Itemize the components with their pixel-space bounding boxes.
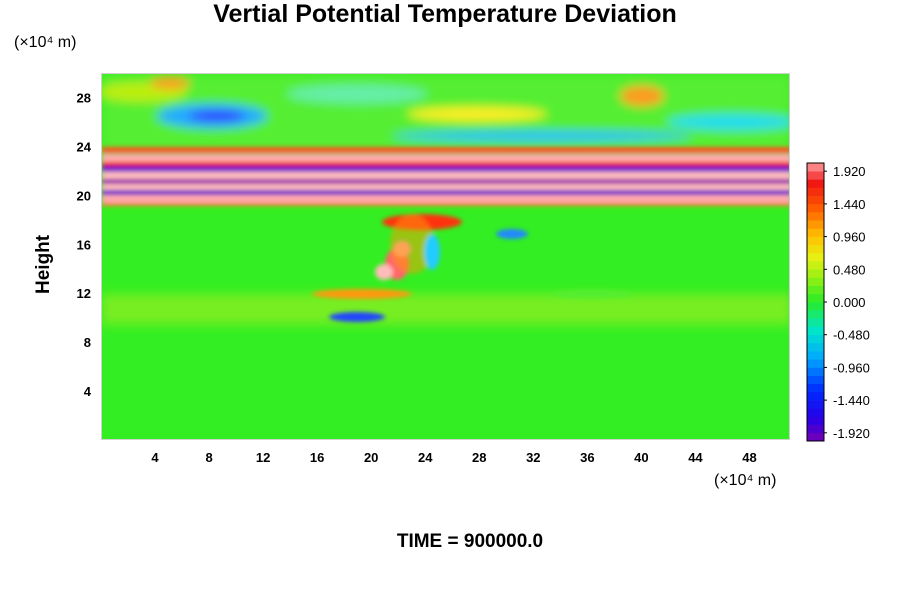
colorbar-level [807,203,824,213]
colorbar-level [807,187,824,197]
y-tick-label: 28 [77,90,91,105]
x-tick-label: 8 [205,450,212,465]
colorbar-level [807,285,824,295]
x-tick-label: 44 [688,450,703,465]
colorbar-label: -1.440 [833,393,870,408]
colorbar-level [807,244,824,254]
colorbar-level [807,334,824,344]
y-tick-label: 20 [77,188,91,203]
colorbar-label: 1.440 [833,197,866,212]
x-tick-label: 12 [256,450,270,465]
x-tick-label: 32 [526,450,540,465]
colorbar-level [807,318,824,327]
y-tick-label: 8 [84,335,91,350]
colorbar-level [807,424,824,434]
y-tick-label: 24 [77,139,92,154]
x-tick-label: 48 [742,450,756,465]
y-tick-label: 16 [77,237,91,252]
colorbar-level [807,236,824,246]
colorbar-level [807,220,824,229]
colorbar-label: -0.960 [833,360,870,375]
heatmap-shapes [102,74,789,439]
colorbar-level [807,432,824,442]
x-tick-label: 16 [310,450,324,465]
x-axis-unit: (×10⁴ m) [714,472,777,489]
colorbar-level [807,310,824,319]
y-tick-label: 12 [77,286,91,301]
y-axis-ticks: 4 8 12 16 20 24 28 [77,90,92,399]
x-tick-label: 24 [418,450,433,465]
colorbar-label: 0.960 [833,230,866,245]
colorbar-level [807,212,824,221]
x-tick-label: 36 [580,450,594,465]
colorbar-level [807,163,824,172]
colorbar-level [807,228,824,237]
colorbar-label: 1.920 [833,164,866,179]
colorbar-level [807,293,824,303]
colorbar-level [807,391,824,401]
colorbar-level [807,269,824,278]
colorbar-level [807,342,824,352]
x-axis-ticks: 4 8 12 16 20 24 28 32 36 40 44 48 [151,450,756,465]
x-tick-label: 20 [364,450,378,465]
time-label: TIME = 900000.0 [396,531,544,552]
colorbar-label: 0.000 [833,295,866,310]
colorbar-level [807,195,824,205]
colorbar-level [807,252,824,262]
colorbar-label: 0.480 [833,262,866,277]
colorbar-level [807,408,824,417]
x-tick-label: 28 [472,450,486,465]
colorbar-level [807,400,824,409]
colorbar-label: -0.480 [833,328,870,343]
colorbar-level [807,359,824,368]
colorbar-level [807,302,824,311]
x-tick-label: 4 [151,450,159,465]
y-tick-label: 4 [84,384,92,399]
colorbar-level [807,277,824,286]
colorbar-level [807,375,824,385]
colorbar-level [807,416,824,425]
y-axis-unit: (×10⁴ m) [14,34,77,51]
x-tick-label: 40 [634,450,648,465]
colorbar-level [807,326,824,336]
chart-title: Vertial Potential Temperature Deviation [213,0,677,28]
colorbar-level [807,179,824,188]
heatmap-field [101,73,790,440]
colorbar: 1.920 1.440 0.960 0.480 0.000 -0.480 -0.960 -1.… [806,162,870,442]
colorbar-level [807,351,824,360]
colorbar-label: -1.920 [833,426,870,441]
colorbar-level [807,261,824,270]
colorbar-level [807,383,824,393]
colorbar-level [807,171,824,180]
colorbar-level [807,367,824,376]
